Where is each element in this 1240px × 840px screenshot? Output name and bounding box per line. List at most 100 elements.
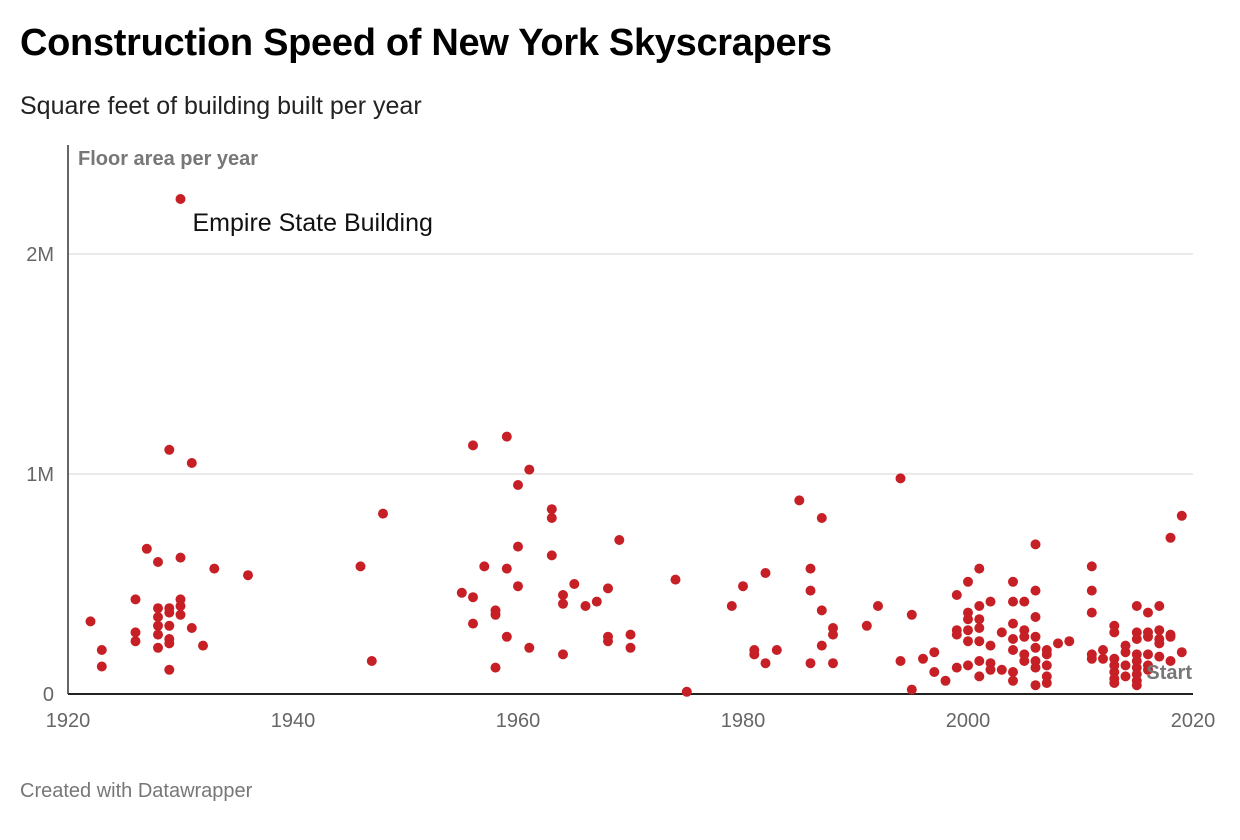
data-point [906,609,917,620]
annotation-empire-state-building: Empire State Building [193,209,433,237]
data-point [1131,680,1142,691]
data-point [963,614,973,625]
data-point [591,596,602,607]
data-point [1165,532,1176,543]
data-point [1008,634,1018,644]
data-point [1109,678,1120,688]
data-point [670,574,681,585]
data-point [614,535,625,545]
data-point [985,596,996,607]
data-point [873,601,883,611]
data-point [524,642,535,653]
data-point [726,601,737,611]
data-point [1030,662,1041,673]
data-point [153,557,163,567]
data-points [85,194,1187,697]
data-point [1176,510,1187,521]
data-point [996,664,1007,675]
data-point [1131,634,1142,644]
data-point [1165,656,1176,666]
data-point [963,625,973,636]
data-point [861,620,872,631]
data-point [1120,671,1131,682]
data-point [816,605,827,616]
y-tick-label: 1M [26,464,54,486]
annotations: Empire State Building Start [193,209,1193,684]
data-point [366,656,377,666]
data-point [940,675,951,686]
data-point [974,563,985,574]
data-point [1030,585,1041,596]
data-point [153,629,163,640]
data-point [805,563,816,574]
data-point [1143,631,1153,642]
data-point [929,647,940,658]
data-point [963,576,973,587]
data-point [1030,680,1041,691]
data-point [175,194,186,204]
data-point [1154,651,1165,662]
data-point [1041,678,1052,688]
x-tick-label: 1960 [496,710,541,732]
data-point [501,631,512,642]
data-point [558,649,568,660]
data-point [828,629,838,640]
data-point [1086,585,1097,596]
data-point [243,570,253,581]
data-point [1143,664,1153,675]
data-point [1008,618,1018,629]
data-point [771,645,782,655]
data-point [1098,645,1108,655]
data-point [164,664,175,675]
data-point [974,671,985,682]
data-point [749,649,760,660]
data-point [794,495,805,506]
data-point [1019,656,1030,666]
data-point [681,686,692,697]
data-point [895,473,906,484]
data-point [1019,596,1030,607]
data-point [1086,607,1097,618]
data-point [985,640,996,651]
data-point [1143,607,1153,618]
data-point [501,431,512,442]
data-point [456,587,467,598]
y-axis-title: Floor area per year [78,148,258,170]
data-point [186,623,197,633]
data-point [906,684,917,695]
data-point [175,601,186,611]
data-point [603,583,613,594]
data-point [1154,601,1165,611]
data-point [141,543,152,554]
data-point [546,513,557,523]
data-point [1030,642,1041,653]
data-point [569,579,580,589]
data-point [479,561,490,572]
data-point [164,620,175,631]
data-point [1154,625,1165,636]
data-point [828,658,838,669]
data-point [974,636,985,647]
data-point [490,609,501,620]
data-point [1008,645,1018,655]
x-tick-label: 1920 [46,710,91,732]
data-point [918,653,928,664]
data-point [513,581,523,592]
y-tick-label: 0 [43,684,54,706]
data-point [974,614,985,625]
data-point [625,642,636,653]
data-point [1064,636,1075,647]
data-point [580,601,591,611]
data-point [468,618,478,629]
data-point [1131,601,1142,611]
data-point [996,627,1007,638]
data-point [186,458,197,468]
chart-title: Construction Speed of New York Skyscrape… [20,22,832,64]
x-tick-label: 1940 [271,710,316,732]
data-point [468,592,478,603]
data-point [929,667,940,677]
data-point [625,629,636,640]
data-point [198,640,208,651]
x-tick-label: 2000 [946,710,991,732]
